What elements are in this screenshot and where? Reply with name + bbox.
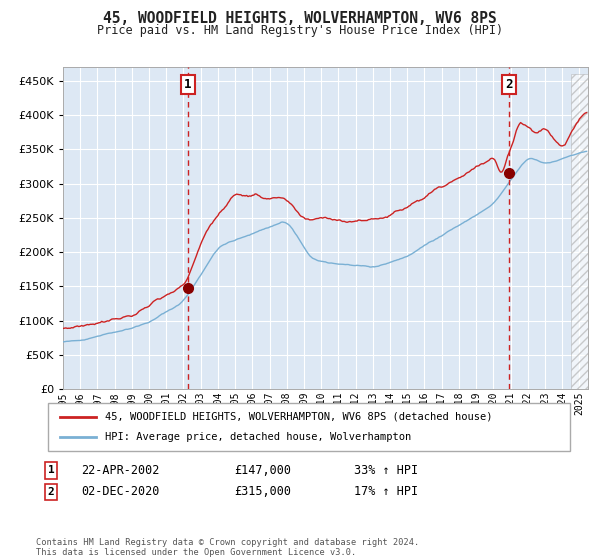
Text: 02-DEC-2020: 02-DEC-2020 <box>81 485 160 498</box>
Text: £147,000: £147,000 <box>234 464 291 477</box>
Polygon shape <box>571 74 588 389</box>
Text: 33% ↑ HPI: 33% ↑ HPI <box>354 464 418 477</box>
Text: 2: 2 <box>505 78 513 91</box>
Text: 1: 1 <box>47 465 55 475</box>
Text: Price paid vs. HM Land Registry's House Price Index (HPI): Price paid vs. HM Land Registry's House … <box>97 24 503 36</box>
Text: Contains HM Land Registry data © Crown copyright and database right 2024.
This d: Contains HM Land Registry data © Crown c… <box>36 538 419 557</box>
Text: 2: 2 <box>47 487 55 497</box>
Text: 17% ↑ HPI: 17% ↑ HPI <box>354 485 418 498</box>
Text: £315,000: £315,000 <box>234 485 291 498</box>
Text: 1: 1 <box>184 78 191 91</box>
Text: 22-APR-2002: 22-APR-2002 <box>81 464 160 477</box>
Text: 45, WOODFIELD HEIGHTS, WOLVERHAMPTON, WV6 8PS (detached house): 45, WOODFIELD HEIGHTS, WOLVERHAMPTON, WV… <box>105 412 493 422</box>
Text: 45, WOODFIELD HEIGHTS, WOLVERHAMPTON, WV6 8PS: 45, WOODFIELD HEIGHTS, WOLVERHAMPTON, WV… <box>103 11 497 26</box>
Text: HPI: Average price, detached house, Wolverhampton: HPI: Average price, detached house, Wolv… <box>105 432 411 441</box>
